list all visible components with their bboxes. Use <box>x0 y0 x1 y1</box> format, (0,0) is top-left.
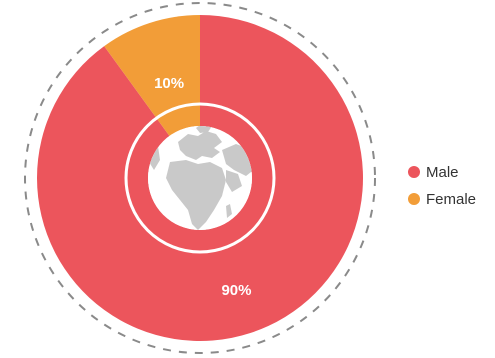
outer-dashed-ring <box>24 2 376 354</box>
legend-swatch-male <box>408 166 420 178</box>
legend: Male Female <box>408 164 476 208</box>
slice-label-male: 90% <box>221 282 251 299</box>
legend-label-female: Female <box>426 191 476 208</box>
legend-label-male: Male <box>426 164 459 181</box>
inner-white-ring <box>124 102 276 254</box>
legend-swatch-female <box>408 193 420 205</box>
legend-item-female: Female <box>408 191 476 208</box>
slice-label-female: 10% <box>154 75 184 92</box>
legend-item-male: Male <box>408 164 459 181</box>
